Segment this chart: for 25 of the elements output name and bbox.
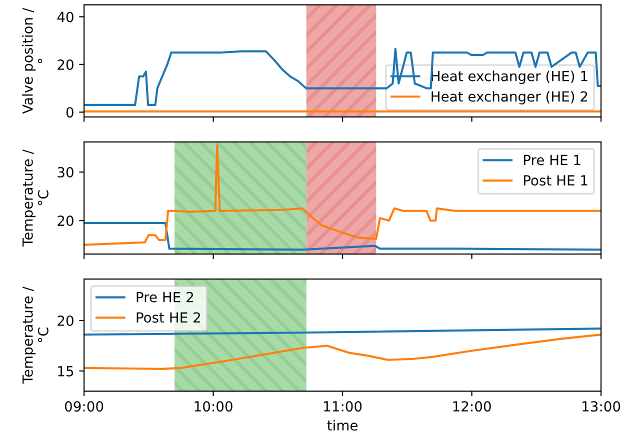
y-tick-label: 20 — [58, 59, 74, 70]
x-tick-label: 10:00 — [194, 401, 232, 412]
y-tick-label: 0 — [66, 107, 74, 118]
y-tick-label: 20 — [58, 216, 74, 226]
y-tick-label: 20 — [58, 315, 74, 326]
x-tick-label: 12:00 — [453, 401, 491, 412]
y-axis-title: Valve position / ° — [22, 8, 42, 114]
line-series — [84, 222, 602, 251]
legend-label: Pre HE 1 — [524, 154, 580, 166]
legend-label: Heat exchanger (HE) 2 — [432, 90, 588, 104]
x-tick-label: 09:00 — [64, 401, 104, 412]
legend-label: Post HE 2 — [136, 312, 200, 323]
y-tick-label: 40 — [57, 12, 74, 22]
y-tick-label: 15 — [58, 366, 74, 376]
line-series — [84, 48, 602, 106]
y-axis-title: Temperature / °C — [22, 149, 48, 247]
y-axis-title: Temperature / °C — [22, 286, 48, 384]
line-series — [84, 334, 602, 370]
x-axis-title: time — [327, 420, 358, 431]
x-tick-label: 13:00 — [582, 401, 620, 412]
line-series — [84, 144, 602, 246]
x-tick-label: 11:00 — [324, 401, 362, 412]
legend-label: Pre HE 2 — [136, 292, 194, 302]
legend-label: Post HE 1 — [524, 175, 588, 186]
y-tick-label: 30 — [58, 167, 74, 178]
